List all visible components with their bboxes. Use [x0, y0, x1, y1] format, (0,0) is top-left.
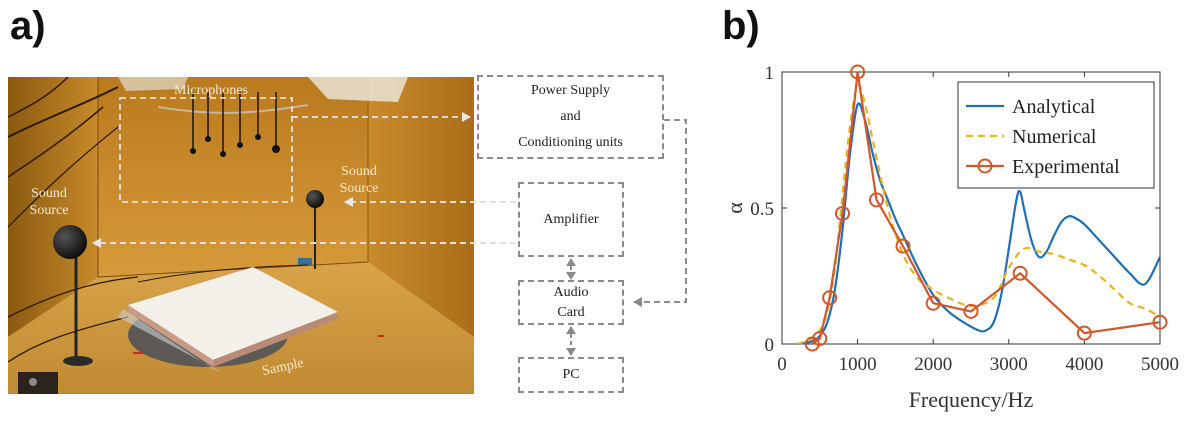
absorption-chart: 0 1000 2000 3000 4000 5000 0 0.5 1 Analytical Nume…: [722, 63, 1179, 412]
series-line-numerical: [796, 83, 1161, 346]
experimental-point: [822, 290, 838, 306]
x-tick-label: 5000: [1141, 354, 1179, 375]
x-axis-label: Frequency/Hz: [909, 387, 1034, 412]
experimental-point: [869, 192, 884, 208]
amplifier-box: Amplifier: [518, 182, 624, 257]
power-supply-line3: Conditioning units: [518, 135, 623, 150]
legend-label-numerical: Numerical: [1012, 126, 1097, 148]
anechoic-chamber-photo: Microphones Sound Source Sound Source Sa…: [8, 77, 474, 394]
power-supply-line1: Power Supply: [531, 83, 610, 98]
pc-label: PC: [562, 367, 580, 382]
amplifier-label: Amplifier: [543, 211, 599, 227]
panel-label-b: b): [722, 4, 760, 48]
y-tick-label: 0.5: [750, 199, 774, 220]
x-tick-label: 3000: [990, 354, 1028, 375]
experimental-point: [850, 64, 866, 80]
panel-label-a: a): [10, 4, 46, 48]
experimental-point: [963, 303, 979, 319]
experimental-point: [925, 295, 941, 311]
audio-card-line1: Audio: [553, 284, 589, 300]
sound-source-left-word1: Sound: [31, 186, 67, 201]
microphones-label: Microphones: [174, 83, 248, 98]
audio-card-box: Audio Card: [518, 280, 624, 325]
sound-source-right-label: Sound Source: [330, 163, 388, 197]
experimental-point: [1012, 265, 1028, 281]
power-supply-box: Power Supply and Conditioning units: [477, 75, 664, 159]
audio-card-line2: Card: [557, 304, 585, 320]
plot-area: 0 1000 2000 3000 4000 5000 0 0.5 1 Analytical Nume…: [750, 63, 1179, 375]
y-tick-label: 0: [765, 335, 775, 356]
x-tick-label: 4000: [1065, 354, 1103, 375]
pc-box: PC: [518, 357, 624, 393]
legend-marker: [977, 158, 993, 174]
x-tick-label: 1000: [839, 354, 877, 375]
sound-source-right-word2: Source: [339, 181, 379, 196]
x-tick-label: 0: [777, 354, 787, 375]
y-axis-label: α: [722, 202, 747, 214]
power-supply-line2: and: [560, 109, 581, 124]
x-tick-label: 2000: [914, 354, 952, 375]
y-tick-label: 1: [765, 63, 775, 84]
experimental-point: [834, 205, 850, 221]
legend-label-experimental: Experimental: [1012, 156, 1120, 178]
experimental-point: [895, 238, 911, 254]
photo-illustration: [8, 77, 474, 394]
sound-source-left-label: Sound Source: [20, 185, 78, 219]
series-line-analytical: [796, 102, 1161, 346]
sound-source-right-word1: Sound: [341, 164, 377, 179]
legend-label-analytical: Analytical: [1012, 96, 1096, 118]
experimental-point: [1076, 325, 1092, 341]
experimental-point: [812, 331, 828, 347]
experimental-point: [1152, 314, 1168, 330]
sound-source-left-word2: Source: [29, 203, 69, 218]
